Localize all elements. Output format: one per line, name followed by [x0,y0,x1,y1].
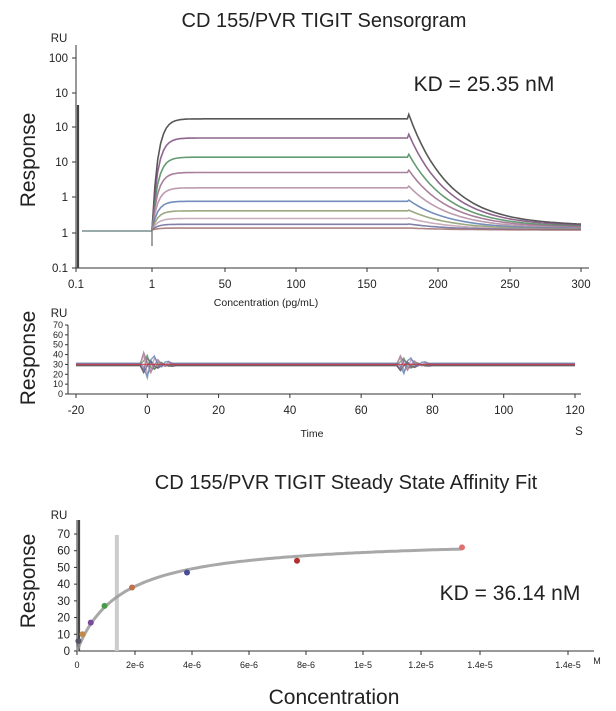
sensorgram-x-label: Concentration (pg/mL) [214,297,318,309]
sensorgram-y-tick-label: 100 [49,53,68,65]
sensorgram-x-tick-label: 200 [428,279,447,291]
affinity-x-tick-label: 2e-6 [126,660,144,670]
drift-x-tick-label: 0 [144,405,150,417]
drift-y-tick-label: 40 [53,350,63,360]
sensorgram-x-tick-label: 250 [500,279,519,291]
sensorgram-y-tick-label: 1 [62,192,68,204]
sensorgram-x-tick-label: 1 [149,279,155,291]
affinity-x-tick-label: 1.4e-5 [467,660,493,670]
affinity-y-tick-label: 60 [57,546,70,558]
affinity-x-tick-label: 4e-6 [183,660,201,670]
affinity-y-unit: RU [51,510,68,522]
sensorgram-kd-annotation: KD = 25.35 nM [414,73,555,96]
drift-y-tick-label: 20 [53,369,63,379]
drift-x-tick-label: 20 [212,405,225,417]
sensorgram-series-line [151,199,582,231]
drift-x-label: Time [301,428,324,440]
sensorgram-y-tick-label: 10 [55,157,68,169]
drift-y-tick-label: 60 [53,330,63,340]
sensorgram-y-tick-label: 10 [55,88,68,100]
affinity-x-tick-label: 1e-5 [354,660,372,670]
affinity-y-tick-label: 20 [57,613,70,625]
affinity-data-point [75,637,82,644]
drift-x-tick-label: 120 [565,405,584,417]
drift-y-tick-label: 10 [53,379,63,389]
affinity-x-label: Concentration [269,686,400,709]
sensorgram-series-line [151,209,582,231]
drift-y-tick-label: 50 [53,340,63,350]
affinity-y-tick-label: 40 [57,579,70,591]
sensorgram-x-tick-label: 150 [357,279,376,291]
affinity-data-point [184,569,190,576]
sensorgram-y-tick-label: 10 [55,122,68,134]
drift-x-unit: S [575,426,583,438]
affinity-data-point [79,631,86,638]
drift-y-tick-label: 0 [58,389,63,399]
sensorgram-y-tick-label: 0.1 [52,263,68,275]
sensorgram-x-tick-label: 50 [219,279,232,291]
affinity-y-tick-label: 30 [57,596,70,608]
affinity-data-point [294,557,300,564]
sensorgram-x-tick-label: 100 [286,279,305,291]
drift-x-tick-label: 80 [426,405,439,417]
affinity-y-label: Response [17,534,40,629]
affinity-x-tick-label: 0 [74,660,79,670]
sensorgram-y-unit: RU [51,33,68,45]
sensorgram-y-tick-label: 1 [62,228,68,240]
affinity-x-tick-label: 1.2e-5 [408,660,434,670]
affinity-data-point [101,602,108,609]
drift-y-unit: RU [51,308,68,320]
affinity-y-tick-label: 70 [57,529,70,541]
drift-y-tick-label: 70 [53,320,63,330]
affinity-data-point [129,584,135,591]
affinity-y-tick-label: 0 [64,646,70,658]
drift-series-line [76,354,575,381]
sensorgram-series-line [151,152,582,231]
drift-y-tick-label: 30 [53,359,63,369]
affinity-x-unit: M [593,656,601,666]
sensorgram-x-tick-label: 0.1 [68,279,84,291]
sensorgram-series-line [151,227,581,231]
drift-x-tick-label: 100 [494,405,513,417]
affinity-y-tick-label: 50 [57,562,70,574]
drift-x-tick-label: -20 [68,405,85,417]
affinity-plot: 0 2e-6 4e-6 6e-6 8e-6 1e-5 1.2e-5 1.4e-5 1.4e-5 7… [57,520,594,670]
sensorgram-series-line [151,168,582,231]
affinity-data-point [459,544,465,551]
sensorgram-series-line [151,184,581,231]
affinity-y-tick-label: 10 [57,629,70,641]
sensorgram-series-line [151,111,582,231]
sensorgram-x-tick-label: 300 [571,279,590,291]
sensorgram-title: CD 155/PVR TIGIT Sensorgram [182,10,467,32]
affinity-data-point [87,619,94,626]
sensorgram-series-line [151,132,582,231]
affinity-x-tick-label: 8e-6 [297,660,315,670]
affinity-band [114,535,119,651]
affinity-x-tick-label: 6e-6 [240,660,258,670]
drift-y-label: Response [17,311,40,406]
sensorgram-series-line [151,217,581,231]
affinity-fit-line [75,547,463,652]
drift-x-tick-label: 40 [283,405,296,417]
affinity-kd-annotation: KD = 36.14 nM [440,582,581,605]
drift-x-tick-label: 60 [355,405,368,417]
affinity-x-tick-label: 1.4e-5 [555,660,581,670]
sensorgram-y-label: Response [17,113,40,208]
affinity-title: CD 155/PVR TIGIT Steady State Affinity F… [155,472,538,494]
